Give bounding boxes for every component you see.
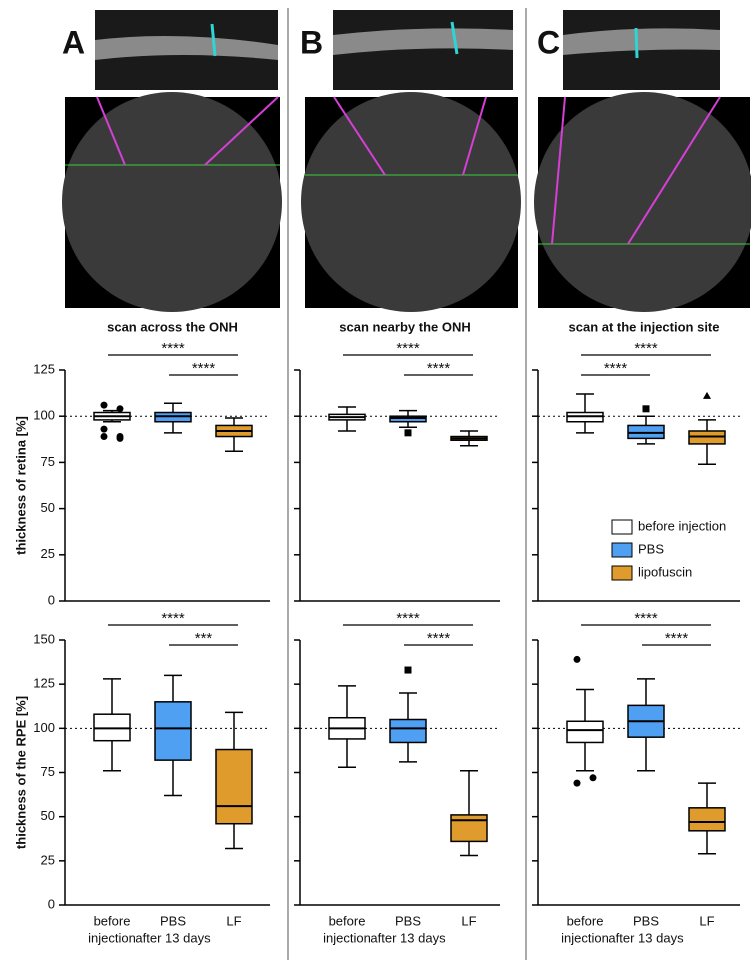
- oct-image: [333, 10, 513, 90]
- fundus-image: [62, 92, 282, 312]
- significance-label: ****: [634, 610, 658, 627]
- chart-title: scan nearby the ONH: [339, 319, 471, 334]
- oct-image: [563, 10, 720, 90]
- legend-label: lipofuscin: [638, 564, 692, 579]
- outlier: [703, 391, 711, 399]
- outlier: [404, 429, 412, 437]
- y-tick-label: 0: [48, 896, 55, 911]
- outlier: [100, 433, 108, 441]
- y-tick-label: 25: [41, 852, 55, 867]
- outlier: [404, 666, 412, 674]
- y-tick-label: 75: [41, 454, 55, 469]
- outlier: [100, 425, 108, 433]
- significance-label: ****: [161, 340, 185, 357]
- x-tick-label: injection: [88, 930, 136, 945]
- outlier: [116, 434, 124, 442]
- x-tick-label: injection: [323, 930, 371, 945]
- x-tick-label: before: [94, 913, 131, 928]
- legend-label: before injection: [638, 518, 726, 533]
- box: [154, 701, 192, 761]
- x-tick-label: LF: [226, 913, 241, 928]
- significance-label: ****: [192, 360, 216, 377]
- significance-label: ****: [396, 610, 420, 627]
- y-tick-label: 75: [41, 764, 55, 779]
- legend-swatch: [611, 542, 633, 558]
- y-tick-label: 100: [33, 408, 55, 423]
- significance-label: ****: [427, 630, 451, 647]
- outlier: [573, 655, 581, 663]
- outlier: [116, 405, 124, 413]
- legend-swatch: [611, 565, 633, 581]
- y-tick-label: 0: [48, 592, 55, 607]
- significance-label: ****: [161, 610, 185, 627]
- x-tick-label: LF: [699, 913, 714, 928]
- chart-title: scan across the ONH: [107, 319, 238, 334]
- y-axis-label: thickness of retina [%]: [13, 416, 28, 555]
- significance-label: ****: [665, 630, 689, 647]
- chart-title: scan at the injection site: [569, 319, 720, 334]
- y-tick-label: 125: [33, 361, 55, 376]
- fundus-image: [534, 92, 751, 312]
- box: [688, 807, 726, 832]
- y-tick-label: 50: [41, 500, 55, 515]
- box: [389, 718, 427, 744]
- outlier: [642, 405, 650, 413]
- oct-image: [95, 10, 278, 90]
- y-axis-label: thickness of the RPE [%]: [13, 696, 28, 849]
- x-tick-label: after 13 days: [135, 930, 211, 945]
- fundus-image: [301, 92, 521, 312]
- legend-label: PBS: [638, 541, 664, 556]
- outlier: [589, 774, 597, 782]
- significance-label: ****: [604, 360, 628, 377]
- x-tick-label: PBS: [633, 913, 659, 928]
- significance-label: ***: [195, 630, 213, 647]
- x-tick-label: before: [567, 913, 604, 928]
- box: [566, 720, 604, 744]
- x-tick-label: injection: [561, 930, 609, 945]
- y-tick-label: 150: [33, 631, 55, 646]
- x-tick-label: LF: [461, 913, 476, 928]
- x-tick-label: before: [329, 913, 366, 928]
- x-tick-label: after 13 days: [608, 930, 684, 945]
- x-tick-label: PBS: [160, 913, 186, 928]
- x-tick-label: after 13 days: [370, 930, 446, 945]
- box: [215, 748, 253, 825]
- y-tick-label: 100: [33, 720, 55, 735]
- outlier: [573, 779, 581, 787]
- panel-letter: A: [62, 24, 85, 60]
- y-tick-label: 50: [41, 808, 55, 823]
- y-tick-label: 125: [33, 676, 55, 691]
- significance-label: ****: [427, 360, 451, 377]
- panel-letter: B: [300, 24, 323, 60]
- y-tick-label: 25: [41, 546, 55, 561]
- box: [450, 814, 488, 843]
- x-tick-label: PBS: [395, 913, 421, 928]
- significance-label: ****: [634, 340, 658, 357]
- significance-label: ****: [396, 340, 420, 357]
- panel-letter: C: [537, 24, 560, 60]
- legend-swatch: [611, 519, 633, 535]
- outlier: [100, 401, 108, 409]
